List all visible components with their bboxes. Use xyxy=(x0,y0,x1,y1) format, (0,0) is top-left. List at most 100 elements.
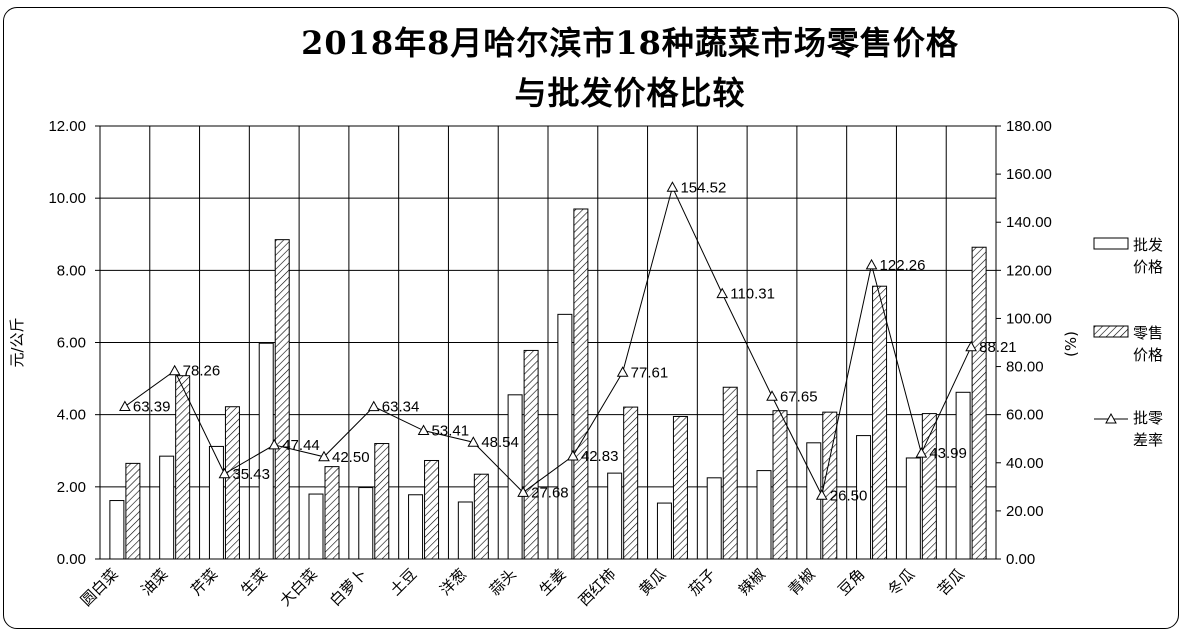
bars xyxy=(109,208,987,560)
x-category-label: 豆角 xyxy=(834,565,868,599)
rate-data-label: 110.31 xyxy=(730,286,775,303)
legend-label-wholesale: 价格 xyxy=(1133,258,1163,276)
y-tick-label-right: 20.00 xyxy=(1006,503,1044,520)
x-category-label: 青椒 xyxy=(785,565,819,599)
x-category-label: 芹菜 xyxy=(187,565,221,599)
bar-retail xyxy=(573,208,589,560)
rate-line xyxy=(119,181,977,500)
rate-marker xyxy=(965,340,977,352)
rate-data-label: 43.99 xyxy=(929,445,967,462)
bar-retail xyxy=(224,406,240,560)
rate-data-label: 67.65 xyxy=(780,388,818,405)
x-category-label: 冬瓜 xyxy=(884,565,918,599)
y-tick-label-right: 160.00 xyxy=(1006,166,1052,183)
bar-retail xyxy=(722,386,738,560)
legend-label-rate: 差率 xyxy=(1133,431,1163,449)
y-tick-label-right: 60.00 xyxy=(1006,407,1044,424)
rate-data-label: 35.43 xyxy=(232,466,270,483)
legend-swatch-wholesale xyxy=(1093,237,1129,250)
bar-retail xyxy=(324,466,340,560)
rate-marker xyxy=(865,258,878,270)
x-category-label: 西红柿 xyxy=(575,565,620,610)
rate-data-label: 47.44 xyxy=(282,437,320,454)
rate-marker xyxy=(367,400,380,412)
legend-label-wholesale: 批发 xyxy=(1133,236,1163,254)
bar-wholesale xyxy=(408,494,424,560)
y-tick-label-right: 140.00 xyxy=(1006,214,1052,231)
rate-data-label: 63.34 xyxy=(382,399,420,416)
bar-wholesale xyxy=(806,442,822,560)
rate-marker xyxy=(417,424,430,436)
x-category-label: 圆白菜 xyxy=(77,565,122,610)
bar-wholesale xyxy=(507,394,523,560)
y-tick-label-right: 180.00 xyxy=(1006,118,1052,135)
rate-marker xyxy=(119,400,131,412)
x-category-label: 蒜头 xyxy=(486,565,520,599)
chart-title-line2: 与批发价格比较 xyxy=(514,74,746,112)
rate-data-label: 88.21 xyxy=(979,339,1017,356)
rate-marker xyxy=(766,390,778,401)
bar-retail xyxy=(772,410,788,560)
bar-retail xyxy=(125,462,141,560)
rate-marker xyxy=(168,364,181,376)
rate-data-label: 122.26 xyxy=(880,257,926,274)
rate-marker xyxy=(567,449,579,461)
bar-wholesale xyxy=(656,502,672,560)
x-category-label: 油菜 xyxy=(138,565,172,599)
y-axis-title: 元/公斤 xyxy=(8,317,26,367)
rate-data-label: 48.54 xyxy=(481,434,519,451)
x-category-label: 生菜 xyxy=(237,565,271,599)
y-tick-label-left: 10.00 xyxy=(48,190,86,207)
y-tick-label-left: 6.00 xyxy=(57,335,86,352)
bar-wholesale xyxy=(308,493,324,560)
rate-polyline xyxy=(124,185,972,497)
legend-label-retail: 零售 xyxy=(1133,324,1163,342)
chart-title-line1: 2018年8月哈尔滨市18种蔬菜市场零售价格 xyxy=(301,24,959,62)
rate-data-label: 63.39 xyxy=(133,399,171,416)
rate-marker xyxy=(218,467,231,479)
bar-retail xyxy=(872,285,888,560)
y-axis-title-right: (%) xyxy=(1062,331,1080,357)
rate-marker xyxy=(616,366,629,377)
bar-wholesale xyxy=(457,501,473,560)
rate-marker xyxy=(268,438,281,450)
bar-wholesale xyxy=(159,455,175,560)
legend-swatch-retail xyxy=(1093,325,1129,338)
labels: 63.39 78.26 35.43 47.44 42.50 63.34 53.41 48.54… xyxy=(133,179,1017,504)
rate-marker xyxy=(318,450,330,462)
y-tick-label-left: 8.00 xyxy=(57,262,86,279)
rate-data-label: 53.41 xyxy=(432,423,470,440)
bar-retail xyxy=(971,246,987,560)
bar-wholesale xyxy=(109,500,125,560)
rate-data-label: 26.50 xyxy=(830,487,868,504)
y-tick-label-right: 120.00 xyxy=(1006,262,1052,279)
x-category-label: 黄瓜 xyxy=(635,565,669,599)
y-tick-label-right: 100.00 xyxy=(1006,310,1052,327)
rate-marker xyxy=(517,486,529,497)
bar-wholesale xyxy=(706,477,722,560)
y-tick-label-right: 40.00 xyxy=(1006,455,1044,472)
bar-retail xyxy=(623,406,639,560)
bar-wholesale xyxy=(607,472,623,560)
y-tick-label-right: 80.00 xyxy=(1006,359,1044,376)
bar-retail xyxy=(274,239,290,560)
legend-label-rate: 批零 xyxy=(1133,409,1163,427)
x-category-label: 大白菜 xyxy=(276,565,321,610)
x-category-label: 苦瓜 xyxy=(934,565,968,599)
x-category-label: 生姜 xyxy=(536,565,570,599)
rate-marker xyxy=(716,287,729,299)
legend-marker-rate xyxy=(1105,412,1117,424)
bar-wholesale xyxy=(258,342,274,560)
x-category-label: 辣椒 xyxy=(735,565,769,599)
bar-wholesale xyxy=(905,457,921,560)
y-tick-label-left: 0.00 xyxy=(57,551,86,568)
bar-wholesale xyxy=(557,313,573,560)
rate-marker xyxy=(666,181,679,192)
bar-retail xyxy=(523,349,539,560)
rate-data-label: 77.61 xyxy=(631,364,669,381)
legend-label-retail: 价格 xyxy=(1133,346,1163,364)
bar-wholesale xyxy=(208,445,224,560)
bar-wholesale xyxy=(955,391,971,560)
